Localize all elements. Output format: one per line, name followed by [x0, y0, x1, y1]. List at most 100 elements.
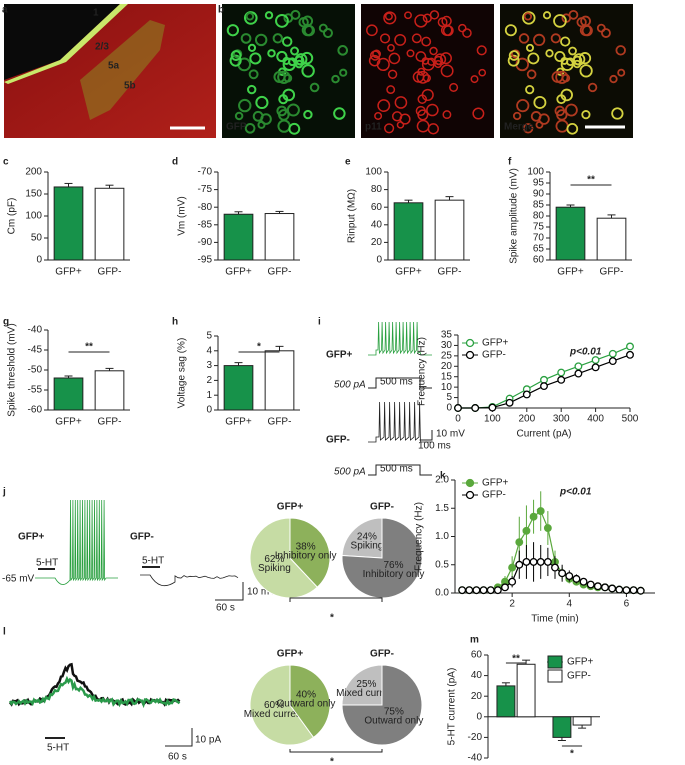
figure-text: 60 s: [168, 752, 187, 763]
marker: [593, 582, 602, 591]
y-axis-label: Spike threshold (mV): [7, 323, 18, 416]
panel-label: l: [3, 627, 6, 638]
figure-text: -65 mV: [2, 574, 35, 585]
cell: [427, 123, 439, 135]
bar: [53, 377, 84, 411]
cell: [516, 99, 530, 113]
y-tick-label: 0.0: [435, 588, 449, 599]
y-tick-label: 15: [441, 371, 453, 382]
pie-title: GFP-: [370, 502, 394, 513]
panel-label: k: [440, 471, 446, 482]
cell: [243, 11, 258, 25]
y-tick-label: -40: [468, 753, 483, 764]
marker: [454, 404, 462, 412]
cell: [554, 50, 566, 63]
x-axis-label: Current (pA): [516, 429, 571, 440]
legend-swatch: [547, 669, 563, 683]
y-tick-label: 1.0: [435, 531, 449, 542]
x-tick-label: GFP-: [268, 417, 292, 428]
cell: [472, 107, 485, 120]
cell: [404, 11, 412, 20]
cell: [533, 95, 547, 109]
marker: [622, 586, 631, 595]
figure-text: Merge: [504, 122, 534, 133]
cell: [287, 57, 297, 67]
marker: [493, 586, 502, 595]
figure-text: 500 pA: [334, 467, 366, 478]
cell: [504, 24, 517, 37]
bar: [516, 663, 536, 718]
x-tick-label: 100: [484, 414, 501, 425]
annotation: p<0.01: [559, 487, 592, 498]
panel-label: g: [3, 317, 9, 328]
figure-text: 10 pA: [195, 735, 221, 746]
y-tick-label: 25: [441, 350, 453, 361]
y-tick-label: 75: [533, 222, 545, 233]
cell: [525, 43, 534, 52]
pie-category-label: Spiking: [258, 563, 291, 574]
y-tick-label: 95: [533, 178, 545, 189]
trace: [368, 321, 432, 356]
cell: [309, 82, 320, 93]
cell: [333, 107, 346, 120]
marker: [626, 350, 634, 359]
legend-marker: [465, 338, 475, 348]
cell: [415, 51, 427, 62]
cell: [512, 111, 522, 121]
cell: [440, 24, 453, 36]
cell: [579, 64, 593, 78]
y-tick-label: 5: [206, 331, 212, 342]
cell: [470, 75, 479, 84]
y-tick-label: 0: [476, 711, 482, 722]
marker: [505, 398, 514, 407]
marker: [522, 557, 531, 566]
cell: [303, 109, 313, 120]
cell: [255, 95, 269, 110]
marker: [543, 524, 552, 532]
cell: [555, 70, 569, 84]
y-tick-label: 5: [446, 392, 452, 403]
pie-slice: [341, 664, 423, 746]
cell: [244, 122, 256, 134]
cell: [247, 43, 257, 52]
cell: [301, 24, 314, 37]
y-tick-label: 2: [206, 375, 212, 386]
cell: [248, 69, 259, 80]
marker: [515, 560, 524, 569]
marker: [579, 577, 588, 586]
cell: [369, 50, 381, 61]
marker: [558, 569, 567, 578]
y-tick-label: 70: [533, 233, 545, 244]
cell: [281, 36, 293, 47]
cell: [449, 82, 459, 92]
pie-slice: [289, 664, 331, 739]
marker: [551, 563, 559, 572]
marker: [543, 557, 552, 566]
cell: [617, 68, 626, 77]
y-tick-label: 200: [25, 167, 42, 178]
pie-slice: [341, 517, 423, 599]
micrograph-a: [4, 4, 216, 138]
cell: [254, 33, 268, 47]
marker: [572, 574, 581, 583]
y-tick-label: 80: [533, 211, 545, 222]
marker: [636, 586, 645, 595]
cell: [581, 110, 591, 120]
figure-text: *: [330, 613, 334, 624]
legend-label: GFP-: [482, 490, 506, 501]
pie-category-label: Outward only: [364, 716, 423, 727]
marker: [536, 507, 545, 516]
x-axis-label: Time (min): [531, 614, 578, 625]
y-axis-label: Vm (mV): [177, 196, 188, 235]
cell: [245, 12, 255, 21]
cell: [510, 49, 521, 59]
legend-label: GFP+: [482, 478, 509, 489]
marker: [529, 557, 538, 566]
y-tick-label: 4: [206, 345, 212, 356]
y-tick-label: 0.5: [435, 559, 449, 570]
cell: [366, 24, 378, 37]
marker: [591, 363, 600, 372]
cell: [277, 70, 291, 84]
bar: [393, 202, 424, 261]
